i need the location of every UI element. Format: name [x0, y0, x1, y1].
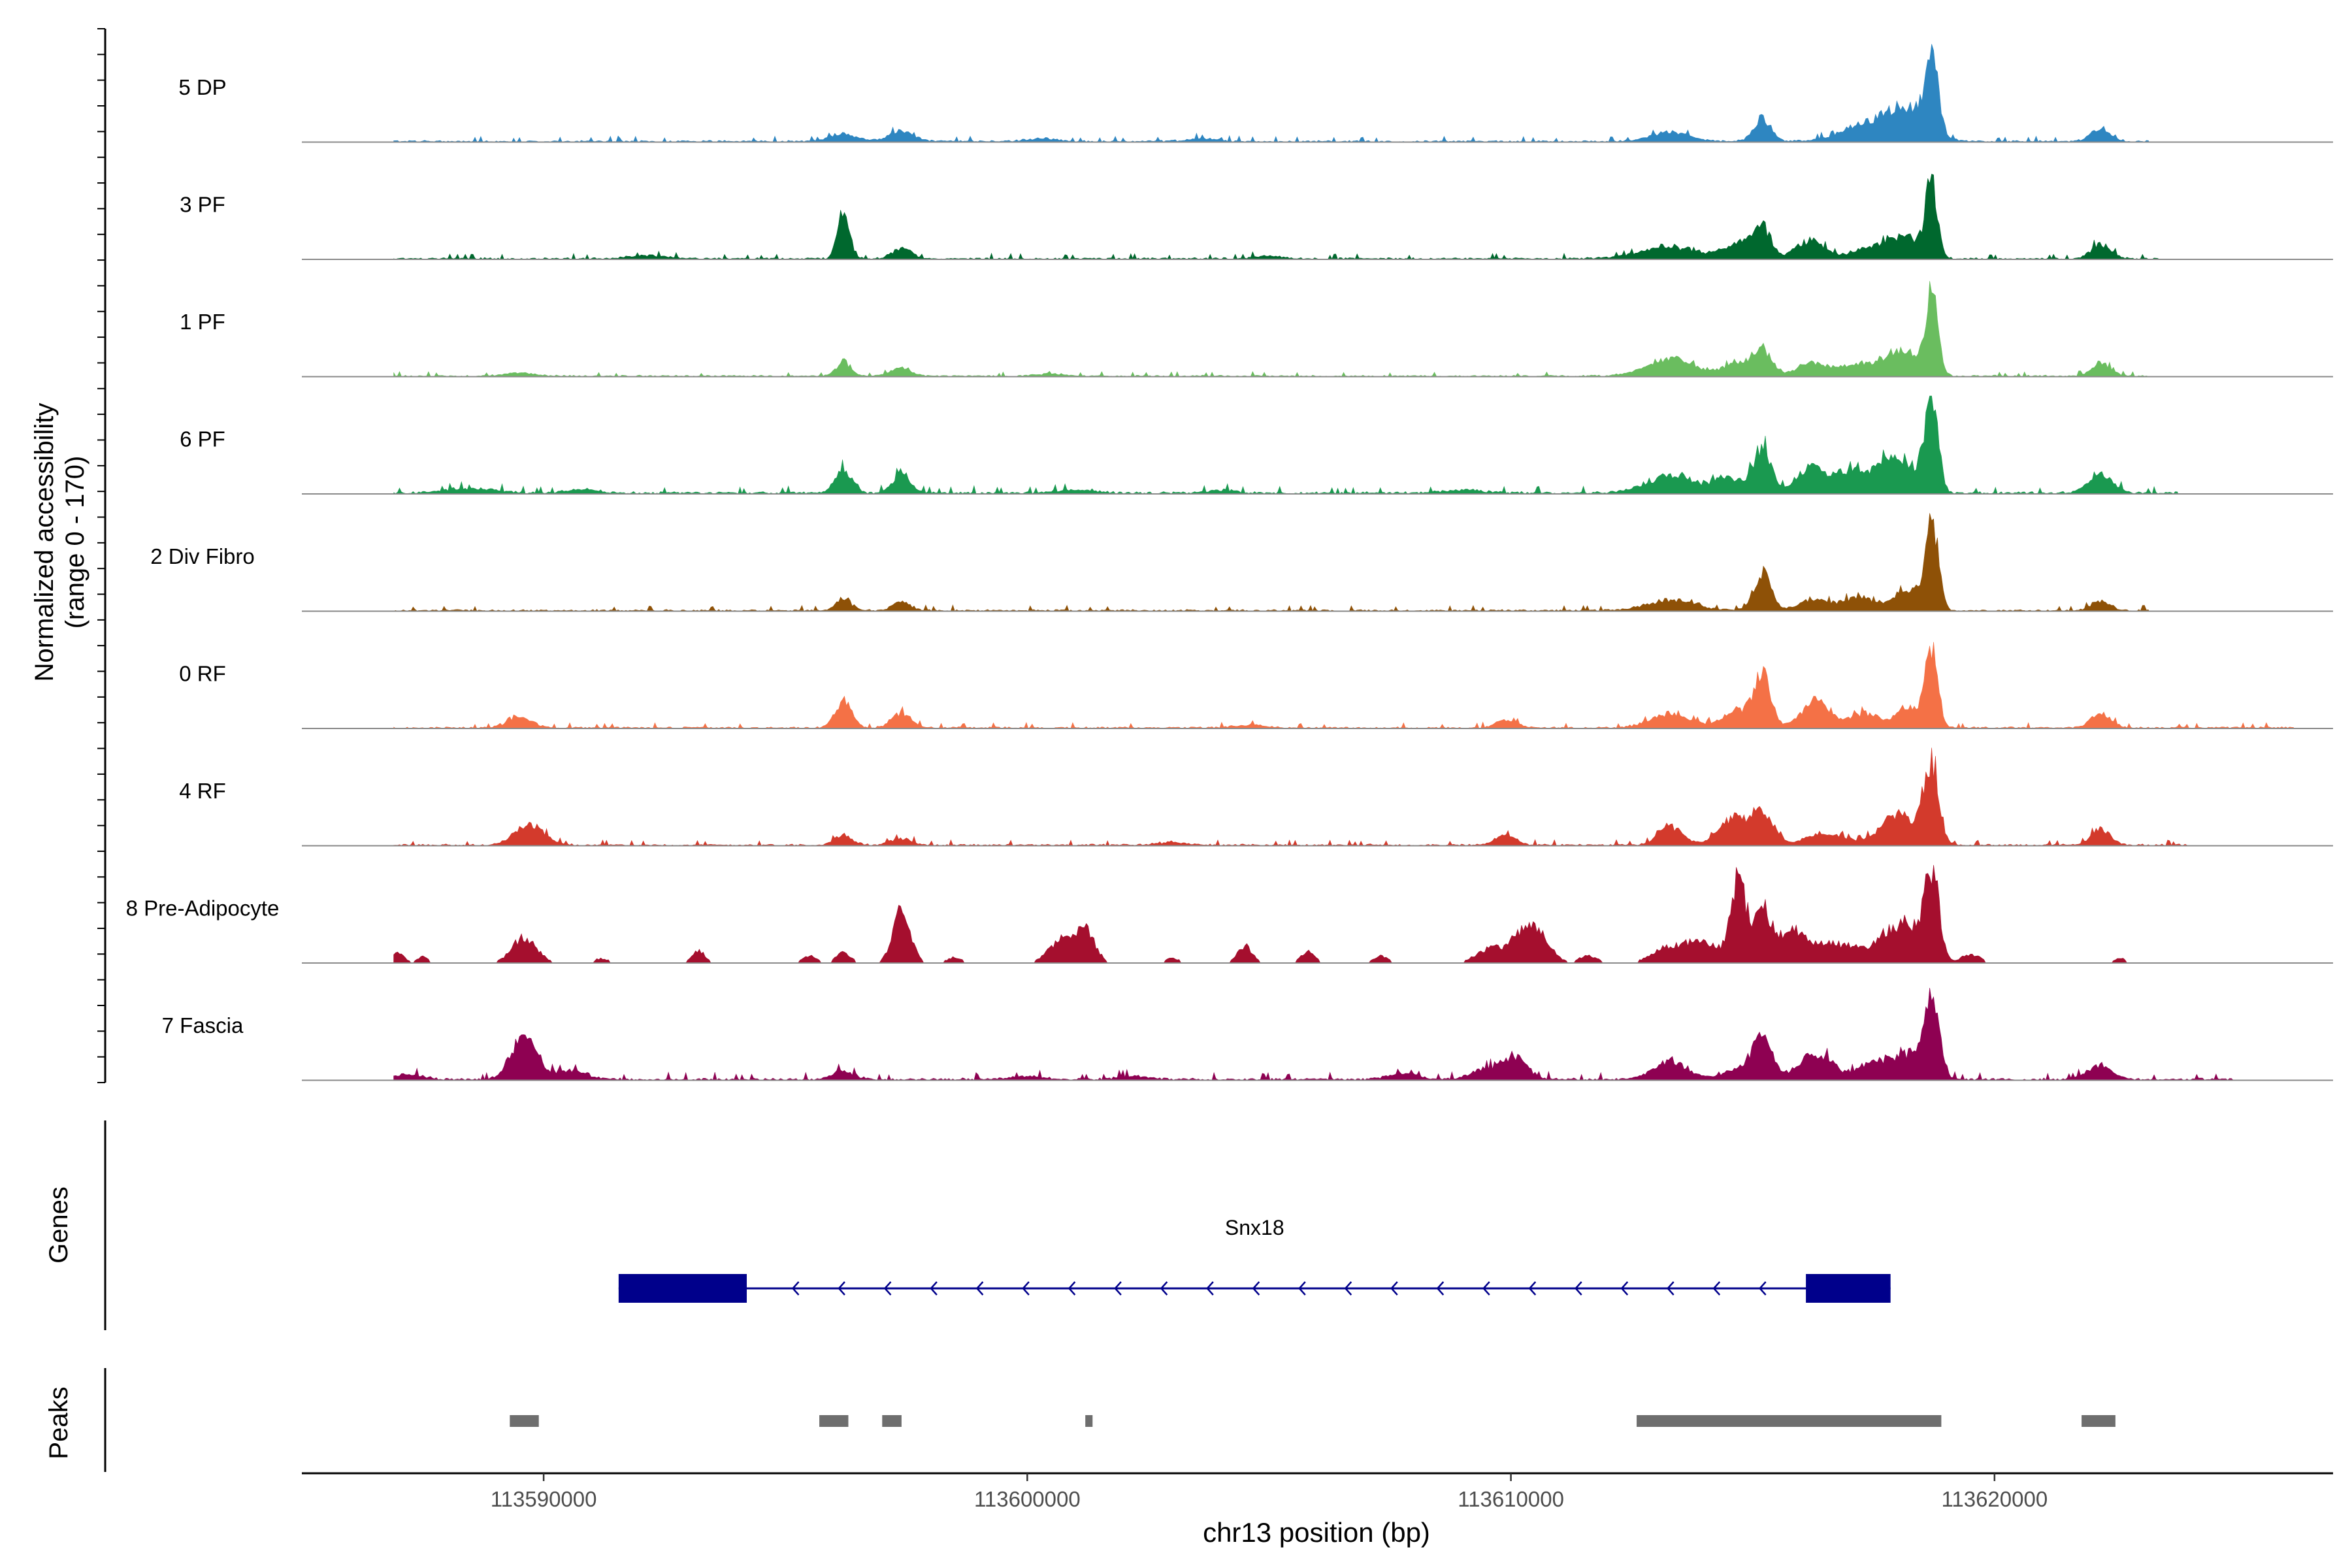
coverage-track: 5 DP	[178, 44, 2333, 143]
gene-exon	[618, 1274, 747, 1303]
peaks-track-label: Peaks	[44, 1386, 73, 1459]
strand-arrow	[1206, 1281, 1214, 1296]
peak-region	[1085, 1415, 1093, 1427]
y-axis-title-line1: Normalized accessibility	[30, 403, 59, 682]
strand-arrow	[1620, 1281, 1629, 1296]
peak-region	[819, 1415, 849, 1427]
coverage-area	[393, 513, 2150, 612]
coverage-track: 6 PF	[180, 395, 2333, 495]
coverage-track: 0 RF	[179, 642, 2333, 729]
strand-arrow	[838, 1281, 845, 1296]
coverage-area	[393, 642, 2295, 729]
strand-arrow	[1344, 1281, 1352, 1296]
track-label: 6 PF	[180, 427, 225, 451]
strand-arrow	[1068, 1281, 1076, 1296]
x-tick-label: 113590000	[491, 1487, 597, 1511]
peak-region	[882, 1415, 902, 1427]
y-axis-title-line2: (range 0 - 170)	[61, 456, 90, 629]
strand-arrow	[1298, 1281, 1306, 1296]
strand-arrow	[1575, 1281, 1582, 1296]
coverage-area	[393, 395, 2179, 495]
coverage-area	[393, 173, 2160, 260]
coverage-tracks: 5 DP 3 PF 1 PF 6 PF 2 Div Fibro 0 RF 4 RF 8 Pre…	[126, 44, 2333, 1081]
track-label: 3 PF	[180, 193, 225, 217]
coverage-track: 1 PF	[180, 281, 2333, 378]
coverage-area	[393, 987, 2237, 1081]
gene-name: Snx18	[1225, 1216, 1284, 1239]
coverage-track: 7 Fascia	[162, 987, 2333, 1081]
genes-track-label: Genes	[44, 1186, 73, 1264]
strand-arrow	[1114, 1281, 1122, 1296]
strand-arrow	[1436, 1281, 1445, 1296]
coverage-area	[393, 44, 2150, 142]
peak-region	[510, 1415, 539, 1427]
strand-arrow	[883, 1281, 892, 1296]
x-tick-label: 113600000	[974, 1487, 1081, 1511]
peaks-track	[510, 1415, 2115, 1427]
coverage-track: 4 RF	[179, 747, 2333, 847]
x-tick-label: 113620000	[1941, 1487, 2048, 1511]
x-axis-title: chr13 position (bp)	[1203, 1517, 1430, 1548]
track-label: 7 Fascia	[162, 1013, 244, 1037]
strand-arrow	[1160, 1281, 1168, 1296]
coverage-track: 8 Pre-Adipocyte	[126, 864, 2333, 964]
strand-arrow	[930, 1281, 938, 1296]
strand-arrow	[1758, 1281, 1767, 1296]
coverage-area	[393, 747, 2189, 846]
coverage-track: 2 Div Fibro	[150, 513, 2333, 612]
track-label: 8 Pre-Adipocyte	[126, 896, 280, 921]
strand-arrow	[791, 1281, 800, 1296]
strand-arrow	[1712, 1281, 1721, 1296]
track-label: 1 PF	[180, 310, 225, 334]
peak-region	[1637, 1415, 1942, 1427]
strand-arrow	[1528, 1281, 1537, 1296]
track-label: 2 Div Fibro	[150, 544, 255, 568]
gene-exon	[1806, 1274, 1891, 1303]
axes: 113590000 113600000 113610000 113620000	[97, 28, 2333, 1511]
track-label: 4 RF	[179, 779, 226, 803]
gene-track: Snx18	[618, 1216, 1891, 1303]
strand-arrow	[975, 1281, 984, 1296]
x-tick-label: 113610000	[1458, 1487, 1564, 1511]
coverage-track: 3 PF	[180, 173, 2333, 260]
strand-arrow	[1390, 1281, 1398, 1296]
strand-arrow	[1482, 1281, 1490, 1296]
track-label: 5 DP	[178, 75, 226, 99]
coverage-area	[393, 281, 2149, 377]
strand-arrow	[1667, 1281, 1674, 1296]
strand-arrow	[1022, 1281, 1030, 1296]
track-label: 0 RF	[179, 662, 226, 686]
coverage-area	[393, 864, 2188, 964]
peak-region	[2082, 1415, 2115, 1427]
strand-arrow	[1252, 1281, 1260, 1296]
